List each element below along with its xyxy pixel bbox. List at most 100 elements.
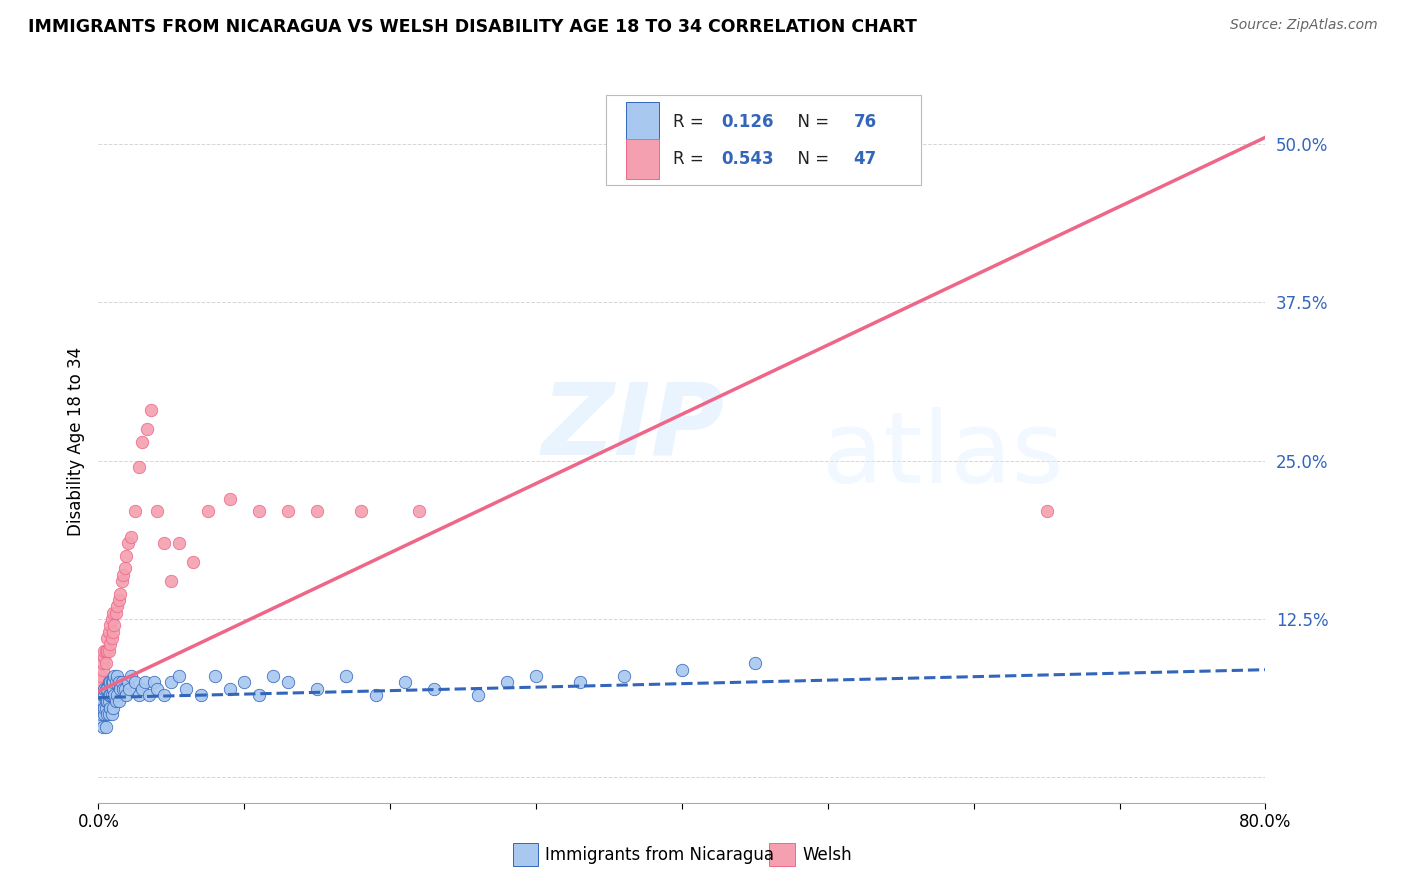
Point [138, 688, 160, 702]
FancyBboxPatch shape [513, 843, 538, 866]
Point [112, 681, 135, 696]
Point [105, 669, 128, 683]
Point [568, 675, 591, 690]
Text: ZIP: ZIP [541, 378, 725, 475]
Text: 0.126: 0.126 [721, 112, 775, 130]
Point [100, 631, 122, 645]
Point [93, 643, 115, 657]
Point [142, 675, 165, 690]
Point [101, 675, 124, 690]
Point [96, 707, 118, 722]
FancyBboxPatch shape [626, 102, 658, 142]
Point [135, 422, 157, 436]
Point [233, 675, 256, 690]
Point [167, 536, 190, 550]
Point [350, 504, 373, 518]
Point [247, 504, 270, 518]
Text: Source: ZipAtlas.com: Source: ZipAtlas.com [1230, 18, 1378, 32]
Y-axis label: Disability Age 18 to 34: Disability Age 18 to 34 [66, 347, 84, 536]
Point [160, 574, 183, 588]
Point [160, 675, 183, 690]
Point [408, 504, 430, 518]
Point [118, 681, 141, 696]
Point [93, 688, 115, 702]
Point [90, 669, 112, 683]
Point [98, 618, 121, 632]
Point [98, 688, 121, 702]
Point [307, 504, 329, 518]
Point [190, 688, 212, 702]
Point [98, 675, 121, 690]
Point [105, 599, 128, 614]
Point [262, 669, 284, 683]
Point [94, 681, 117, 696]
Point [97, 675, 120, 690]
Point [277, 675, 299, 690]
Point [101, 624, 124, 639]
Point [108, 593, 131, 607]
Text: R =: R = [672, 150, 709, 168]
Point [110, 681, 132, 696]
Point [218, 491, 240, 506]
Point [364, 688, 387, 702]
Point [110, 587, 132, 601]
Text: 0.543: 0.543 [721, 150, 775, 168]
Point [97, 707, 120, 722]
Point [204, 669, 226, 683]
Text: Immigrants from Nicaragua: Immigrants from Nicaragua [546, 846, 775, 863]
Point [423, 681, 446, 696]
Point [100, 707, 122, 722]
Point [153, 688, 176, 702]
Point [98, 700, 121, 714]
Point [90, 700, 112, 714]
Point [181, 555, 204, 569]
Point [94, 694, 117, 708]
Point [120, 669, 142, 683]
Text: 76: 76 [853, 112, 876, 130]
Point [91, 694, 114, 708]
Point [197, 504, 219, 518]
Point [100, 688, 122, 702]
Point [128, 688, 150, 702]
Point [277, 504, 299, 518]
Point [117, 675, 139, 690]
Point [97, 694, 120, 708]
Point [96, 694, 118, 708]
Point [120, 530, 142, 544]
Point [134, 675, 156, 690]
Point [91, 688, 114, 702]
Point [91, 720, 114, 734]
Point [93, 700, 115, 714]
Point [108, 694, 131, 708]
Point [94, 700, 117, 714]
Text: R =: R = [672, 112, 709, 130]
Point [104, 675, 127, 690]
Point [96, 631, 118, 645]
Point [218, 681, 240, 696]
Point [112, 567, 135, 582]
Point [94, 657, 117, 671]
Point [1035, 504, 1057, 518]
Point [96, 681, 118, 696]
Point [91, 657, 114, 671]
Point [93, 650, 115, 665]
Point [89, 714, 111, 728]
Point [104, 694, 127, 708]
Point [115, 688, 138, 702]
Point [94, 643, 117, 657]
Point [111, 574, 134, 588]
Text: N =: N = [787, 112, 834, 130]
Point [124, 675, 146, 690]
Point [174, 681, 197, 696]
Point [94, 720, 117, 734]
Point [108, 675, 131, 690]
Point [100, 612, 122, 626]
Point [89, 675, 111, 690]
Point [103, 688, 125, 702]
Point [124, 504, 146, 518]
Point [96, 643, 118, 657]
Point [131, 681, 153, 696]
Point [115, 549, 138, 563]
Point [114, 561, 136, 575]
FancyBboxPatch shape [606, 95, 921, 185]
